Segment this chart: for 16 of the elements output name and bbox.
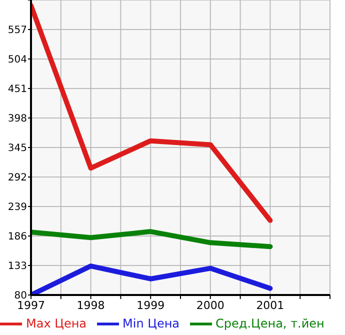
legend-label: Max Цена <box>26 316 87 330</box>
x-tick-label: 1999 <box>136 298 165 312</box>
y-tick-label: 557 <box>8 25 27 36</box>
y-tick-label: 345 <box>8 143 27 154</box>
x-tick-label: 1998 <box>76 298 105 312</box>
x-tick-label: 2001 <box>256 298 284 312</box>
y-tick-label: 398 <box>8 114 27 125</box>
y-tick-label: 292 <box>8 172 27 184</box>
y-tick-label: 133 <box>8 261 27 272</box>
y-tick-label: 451 <box>8 84 27 96</box>
y-tick-label: 239 <box>8 202 27 214</box>
x-tick-label: 2000 <box>196 298 224 312</box>
y-tick-label: 504 <box>8 54 27 66</box>
legend-label: Min Цена <box>122 316 180 330</box>
legend-label: Сред.Цена, т.йен <box>216 316 324 330</box>
y-tick-label: 186 <box>8 232 27 243</box>
